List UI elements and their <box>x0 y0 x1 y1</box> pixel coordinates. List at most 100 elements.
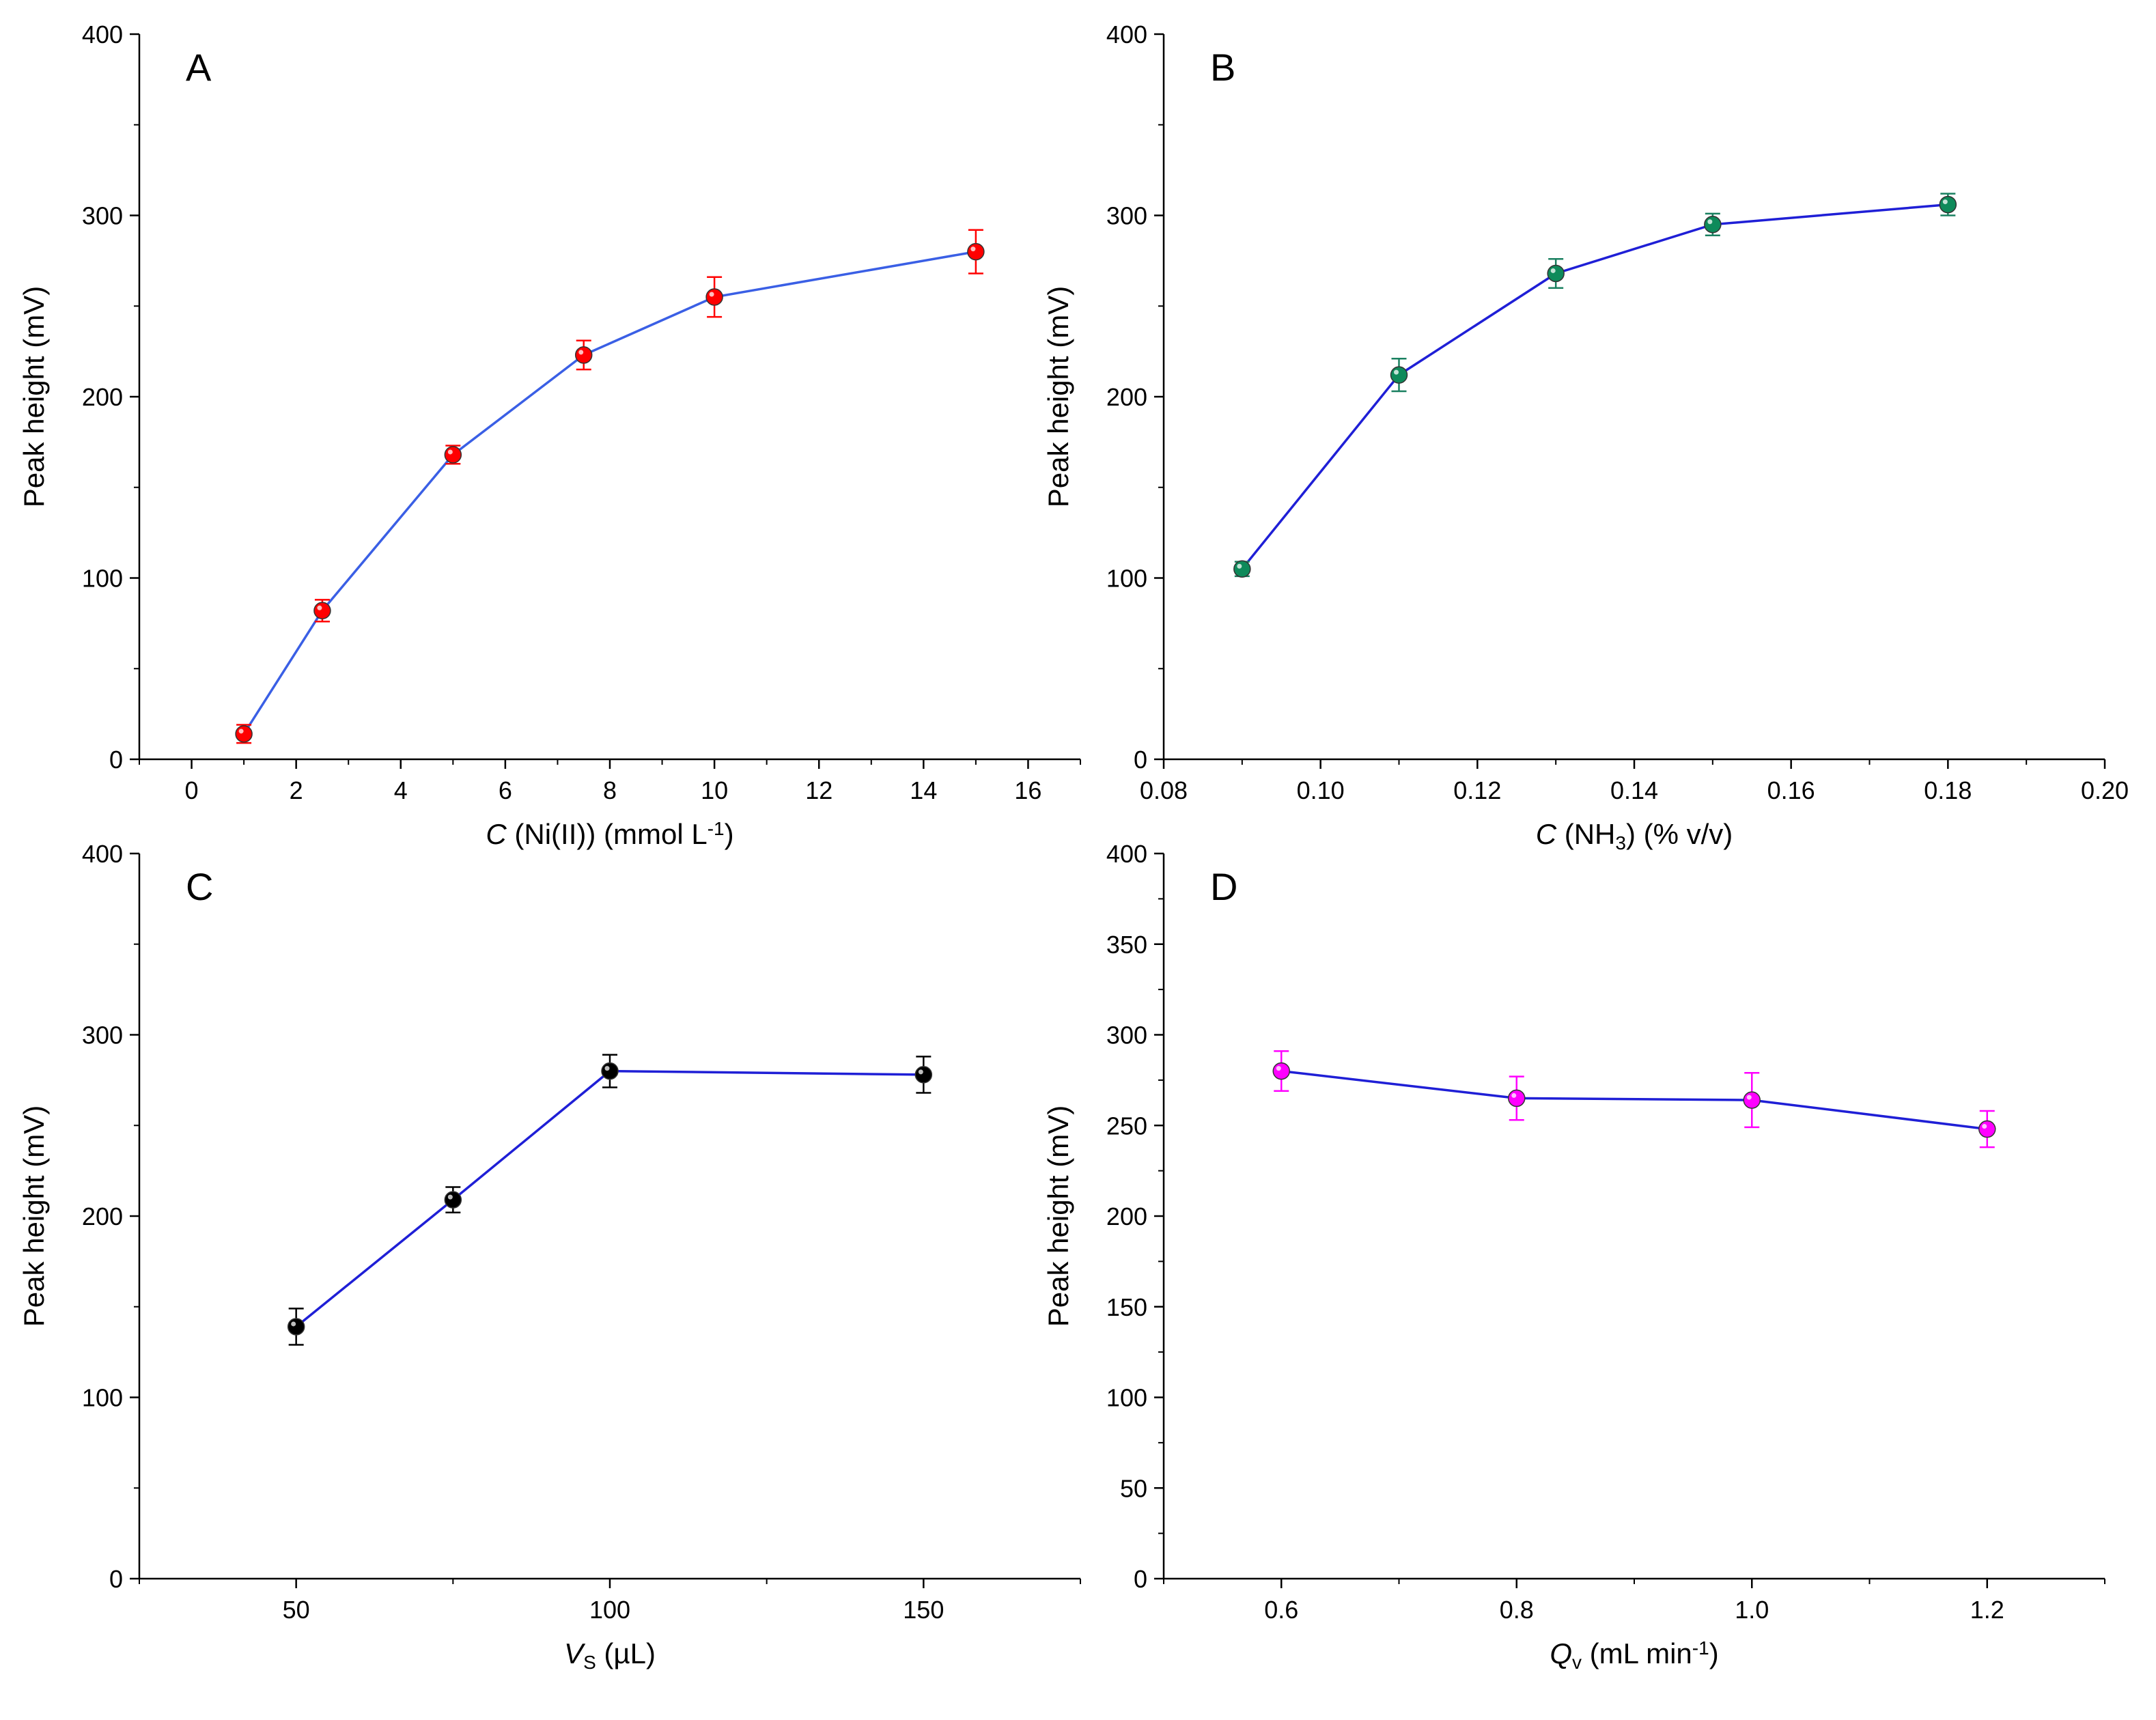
x-tick-label: 100 <box>589 1596 630 1624</box>
x-axis-title: C (NH3) (% v/v) <box>1536 818 1733 854</box>
x-axis-title-tail: ) (% v/v) <box>1626 818 1733 850</box>
y-tick-label: 50 <box>1120 1474 1147 1502</box>
x-tick-label: 14 <box>910 776 937 804</box>
x-tick-label: 1.0 <box>1735 1596 1769 1624</box>
data-point <box>601 1062 619 1080</box>
panel-c: 0 100 200 300 400 50 100 150 C Peak height (mV) VS… <box>18 840 1081 1673</box>
data-point-highlight <box>447 1194 453 1200</box>
x-tick-label: 0.6 <box>1264 1596 1298 1624</box>
y-axis-title: Peak height (mV) <box>1042 286 1074 507</box>
data-point-highlight <box>1511 1092 1517 1098</box>
x-tick-label: 2 <box>290 776 303 804</box>
x-axis-title-text: (Ni(II)) (mmol L <box>507 818 708 850</box>
series-line <box>1281 1069 1988 1131</box>
data-point-highlight <box>1237 563 1242 569</box>
x-tick-label: 12 <box>805 776 832 804</box>
x-tick-label: 1.2 <box>1970 1596 2004 1624</box>
data-point-highlight <box>447 449 453 455</box>
data-point <box>967 242 985 261</box>
panel-label: D <box>1210 865 1237 908</box>
data-point-highlight <box>1942 199 1948 205</box>
data-point-highlight <box>1982 1124 1987 1129</box>
y-tick-label: 300 <box>1106 202 1147 230</box>
x-axis-title-superscript: -1 <box>708 818 725 839</box>
y-tick-label: 0 <box>1134 1565 1147 1593</box>
x-tick-label: 0.18 <box>1924 776 1972 804</box>
x-tick-label: 0.10 <box>1297 776 1345 804</box>
x-axis-title-tail: ) <box>725 818 734 850</box>
x-axis-title-symbol: Q <box>1550 1637 1572 1669</box>
y-tick-label: 200 <box>1106 1202 1147 1230</box>
y-tick-label: 300 <box>82 202 123 230</box>
y-tick-label: 400 <box>82 20 123 48</box>
x-axis-title-subscript: 3 <box>1615 832 1626 854</box>
x-tick-label: 50 <box>283 1596 310 1624</box>
x-axis-title-tail: ) <box>1709 1637 1719 1669</box>
x-tick-label: 150 <box>903 1596 944 1624</box>
data-point-highlight <box>291 1321 296 1327</box>
y-tick-label: 400 <box>1106 840 1147 868</box>
data-point-highlight <box>1550 268 1556 273</box>
y-axis-title: Peak height (mV) <box>18 286 50 507</box>
x-axis-title-subscript: v <box>1572 1652 1582 1673</box>
panel-label: A <box>186 46 212 89</box>
y-tick-label: 200 <box>82 383 123 411</box>
x-tick-label: 0.14 <box>1610 776 1658 804</box>
x-tick-label: 0 <box>185 776 199 804</box>
x-tick-label: 0.20 <box>2081 776 2129 804</box>
y-tick-label: 0 <box>1134 746 1147 774</box>
y-axis-title: Peak height (mV) <box>18 1105 50 1327</box>
x-tick-label: 16 <box>1014 776 1041 804</box>
x-axis-title-symbol: C <box>486 818 507 850</box>
data-point-highlight <box>1394 369 1399 375</box>
x-tick-label: 0.16 <box>1767 776 1815 804</box>
data-point-highlight <box>918 1069 923 1075</box>
y-tick-label: 0 <box>109 746 123 774</box>
data-point-highlight <box>317 605 322 610</box>
data-point-highlight <box>1746 1095 1752 1100</box>
y-tick-label: 350 <box>1106 931 1147 959</box>
data-point <box>574 346 593 364</box>
series-line <box>242 250 977 735</box>
data-point <box>313 602 331 620</box>
x-tick-label: 6 <box>499 776 512 804</box>
data-point-highlight <box>709 292 714 297</box>
data-point <box>1272 1062 1290 1080</box>
x-axis-title-text: (mL min <box>1582 1637 1692 1669</box>
data-point-highlight <box>1707 219 1713 225</box>
y-tick-label: 0 <box>109 1565 123 1593</box>
data-point <box>287 1318 305 1336</box>
series-line <box>1241 203 1948 570</box>
panel-d: 0 50 100 150 200 250 300 350 400 0.6 0.8 1.0 1.2 D Pea… <box>1042 840 2105 1673</box>
x-tick-label: 4 <box>394 776 408 804</box>
y-tick-label: 400 <box>82 840 123 868</box>
y-tick-label: 100 <box>82 565 123 593</box>
x-axis-title-text: (µL) <box>596 1637 656 1669</box>
x-tick-label: 0.8 <box>1500 1596 1534 1624</box>
y-tick-label: 200 <box>82 1202 123 1230</box>
x-axis-title-symbol: C <box>1536 818 1557 850</box>
panel-a: 0 100 200 300 400 0 2 4 6 8 10 12 14 16 A Peak height (… <box>18 20 1081 850</box>
y-tick-label: 100 <box>1106 565 1147 593</box>
panel-label: B <box>1210 46 1235 89</box>
x-tick-label: 0.12 <box>1453 776 1501 804</box>
data-point <box>1978 1120 1996 1138</box>
series-line <box>295 1069 924 1328</box>
data-point <box>235 725 253 743</box>
x-axis-title-subscript: S <box>583 1652 596 1673</box>
data-point <box>1233 560 1251 578</box>
data-point <box>444 1191 462 1209</box>
x-tick-label: 10 <box>701 776 728 804</box>
y-tick-label: 250 <box>1106 1112 1147 1140</box>
data-point-highlight <box>578 350 584 355</box>
y-tick-label: 300 <box>82 1021 123 1049</box>
y-tick-label: 400 <box>1106 20 1147 48</box>
y-tick-label: 100 <box>1106 1384 1147 1412</box>
data-point-highlight <box>970 246 976 252</box>
panel-label: C <box>186 865 213 908</box>
x-tick-label: 0.08 <box>1140 776 1188 804</box>
data-point <box>1939 195 1957 214</box>
data-point <box>705 288 723 306</box>
